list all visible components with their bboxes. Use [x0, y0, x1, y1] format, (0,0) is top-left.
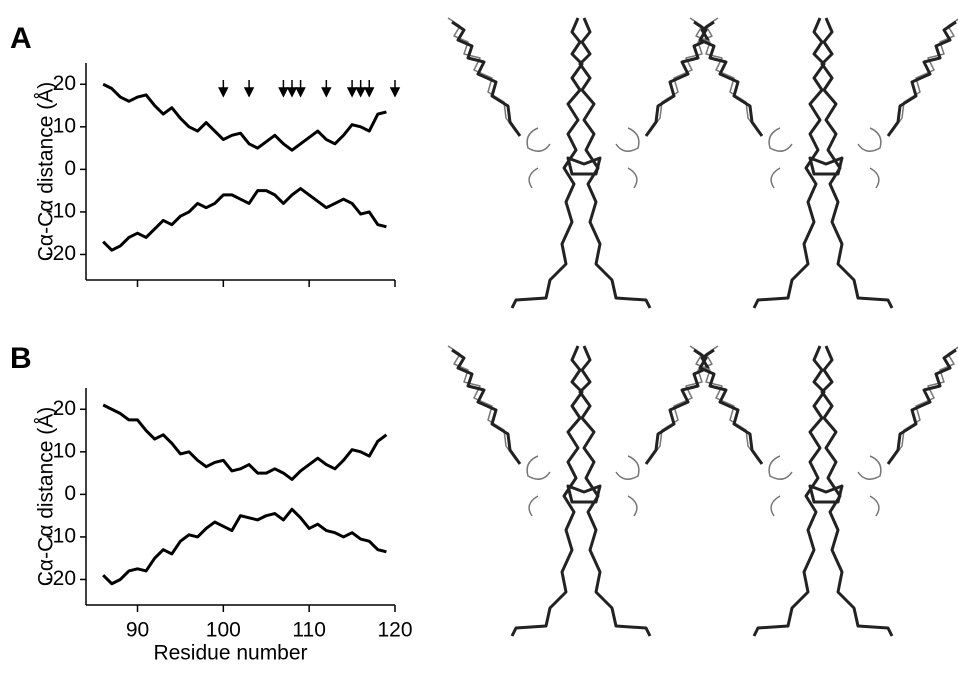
arrow — [297, 80, 305, 96]
data-line — [103, 84, 386, 150]
arrow — [348, 80, 356, 96]
y-tick-label: 0 — [64, 157, 76, 180]
arrow — [357, 80, 365, 96]
arrow — [365, 80, 373, 96]
x-tick-label: 90 — [126, 619, 149, 642]
data-line — [103, 509, 386, 583]
y-axis-label: Cα-Cα distance (Å) — [35, 82, 58, 261]
structure-image — [690, 18, 958, 308]
panel-label: B — [10, 342, 32, 375]
panel-label: A — [10, 22, 32, 55]
structure-image — [448, 346, 718, 636]
arrow — [391, 80, 399, 96]
arrow — [322, 80, 330, 96]
arrow — [245, 80, 253, 96]
structure-image — [448, 18, 718, 308]
arrow — [219, 80, 227, 96]
y-axis-label: Cα-Cα distance (Å) — [35, 407, 58, 586]
arrow — [279, 80, 287, 96]
arrow — [288, 80, 296, 96]
x-axis-label: Residue number — [153, 642, 307, 665]
x-tick-label: 120 — [377, 619, 412, 642]
data-line — [103, 189, 386, 251]
structure-image — [690, 346, 958, 636]
data-line — [103, 405, 386, 479]
y-tick-label: 0 — [64, 482, 76, 505]
figure: A B -20-1001020Cα-Cα distance (Å)-20-100… — [0, 0, 958, 668]
x-tick-label: 110 — [292, 619, 325, 642]
x-tick-label: 100 — [206, 619, 241, 642]
